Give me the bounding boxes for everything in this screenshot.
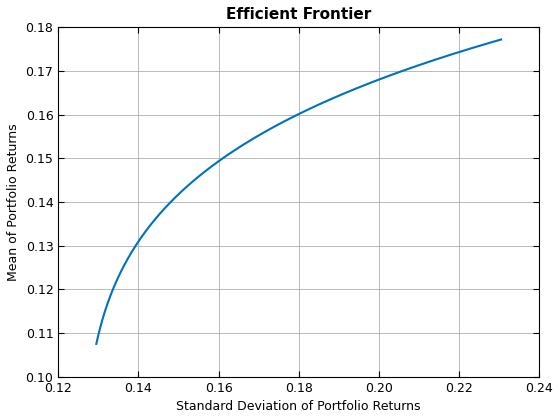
Line: Efficient Frontier: Efficient Frontier (96, 39, 501, 344)
Title: Efficient Frontier: Efficient Frontier (226, 7, 371, 22)
Efficient Frontier (256, 132, 263, 137)
Efficient Frontier (371, 79, 377, 84)
Efficient Frontier (271, 124, 278, 129)
Efficient Frontier (498, 37, 505, 42)
Efficient Frontier (134, 240, 141, 245)
X-axis label: Standard Deviation of Portfolio Returns: Standard Deviation of Portfolio Returns (176, 400, 421, 413)
Efficient Frontier (416, 63, 423, 68)
Y-axis label: Mean of Portfolio Returns: Mean of Portfolio Returns (7, 123, 20, 281)
Efficient Frontier (93, 341, 100, 346)
Efficient Frontier (409, 65, 416, 70)
